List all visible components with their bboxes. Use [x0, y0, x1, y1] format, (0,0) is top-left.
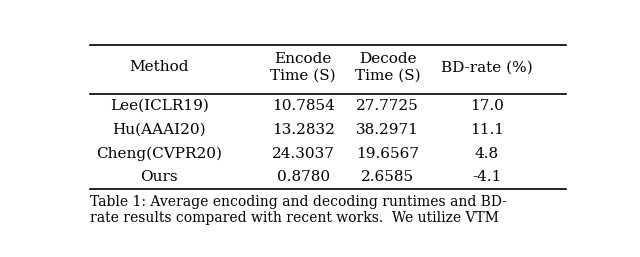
Text: 11.1: 11.1 — [470, 123, 504, 137]
Text: 19.6567: 19.6567 — [356, 146, 419, 161]
Text: 24.3037: 24.3037 — [272, 146, 335, 161]
Text: 2.6585: 2.6585 — [361, 170, 414, 184]
Text: 27.7725: 27.7725 — [356, 99, 419, 113]
Text: Lee(ICLR19): Lee(ICLR19) — [110, 99, 209, 113]
Text: 13.2832: 13.2832 — [272, 123, 335, 137]
Text: Encode
Time (S): Encode Time (S) — [270, 52, 336, 82]
Text: Hu(AAAI20): Hu(AAAI20) — [113, 123, 206, 137]
Text: 4.8: 4.8 — [475, 146, 499, 161]
Text: 0.8780: 0.8780 — [276, 170, 330, 184]
Text: 10.7854: 10.7854 — [272, 99, 335, 113]
Text: Method: Method — [130, 60, 189, 75]
Text: Table 1: Average encoding and decoding runtimes and BD-
rate results compared wi: Table 1: Average encoding and decoding r… — [90, 195, 507, 225]
Text: Ours: Ours — [141, 170, 178, 184]
Text: Decode
Time (S): Decode Time (S) — [355, 52, 420, 82]
Text: -4.1: -4.1 — [472, 170, 501, 184]
Text: BD-rate (%): BD-rate (%) — [441, 60, 532, 75]
Text: 17.0: 17.0 — [470, 99, 504, 113]
Text: 38.2971: 38.2971 — [356, 123, 419, 137]
Text: Cheng(CVPR20): Cheng(CVPR20) — [97, 146, 222, 161]
